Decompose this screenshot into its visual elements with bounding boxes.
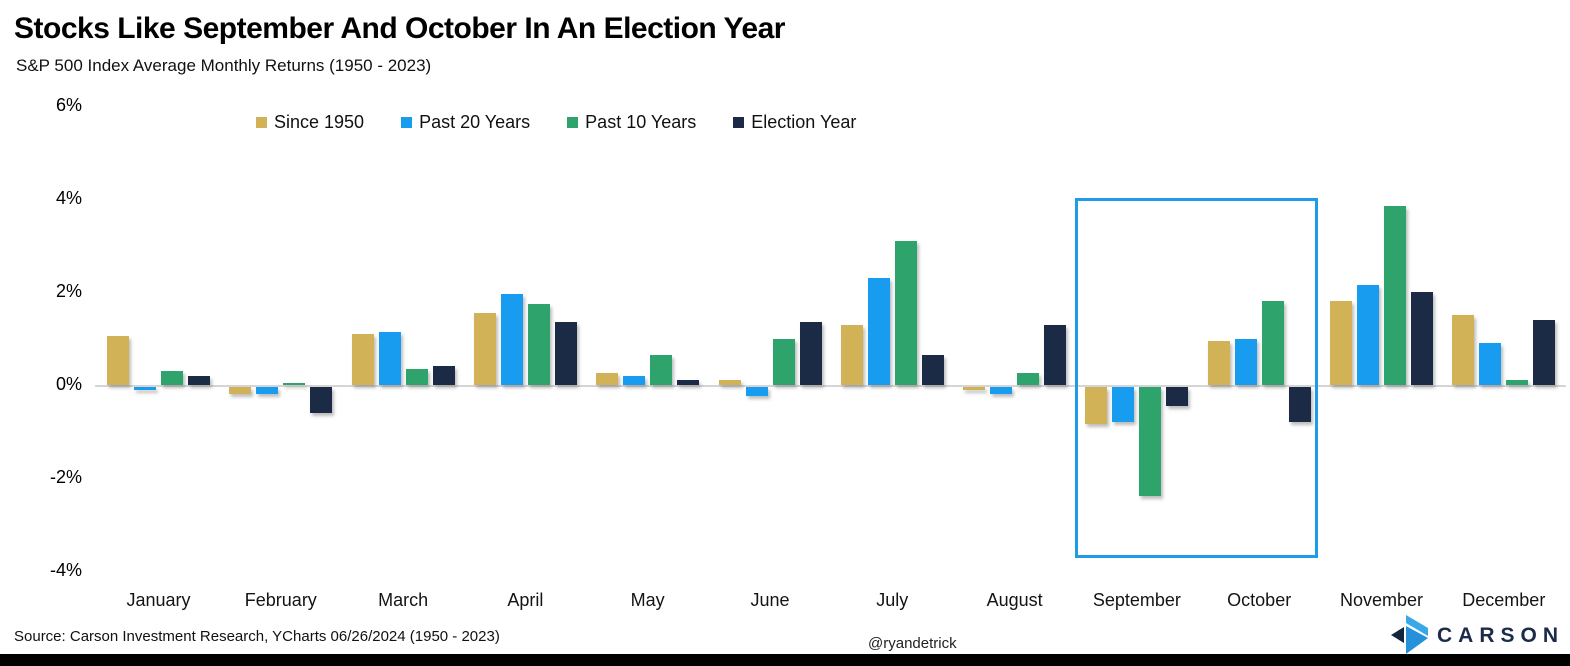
bar-past-20-years-february — [256, 387, 279, 394]
bar-election-year-march — [432, 366, 455, 385]
bar-past-20-years-june — [745, 387, 768, 397]
x-axis-label-november: November — [1339, 590, 1424, 610]
bar-election-year-january — [188, 375, 210, 385]
x-axis-label-june: June — [750, 590, 790, 610]
bar-past-10-years-november — [1384, 205, 1406, 385]
bar-past-20-years-march — [378, 331, 401, 385]
legend-swatch-icon — [733, 116, 745, 128]
source-text: Source: Carson Investment Research, YCha… — [14, 628, 500, 645]
bar-since-1950-april — [473, 312, 496, 385]
chart-legend: Since 1950 Past 20 Years Past 10 Years Elec… — [256, 111, 856, 133]
bar-since-1950-january — [107, 336, 129, 385]
x-axis-label-december: December — [1462, 590, 1546, 610]
bar-past-10-years-august — [1017, 373, 1040, 385]
zero-axis-line — [95, 385, 1566, 387]
x-axis-label-january: January — [126, 590, 191, 610]
legend-swatch-icon — [401, 116, 413, 128]
x-axis-label-september: September — [1092, 590, 1181, 610]
bar-past-10-years-january — [161, 371, 183, 385]
y-axis-tick-label: 2% — [55, 281, 82, 301]
bar-since-1950-september — [1085, 387, 1108, 425]
bar-past-20-years-december — [1479, 343, 1502, 385]
bar-election-year-october — [1288, 387, 1311, 422]
bar-past-20-years-october — [1234, 338, 1257, 385]
legend-label: Past 20 Years — [419, 111, 531, 132]
legend-label: Since 1950 — [274, 111, 365, 132]
legend-item-election-year: Election Year — [733, 112, 856, 133]
bar-past-20-years-august — [990, 387, 1013, 394]
legend-label: Past 10 Years — [585, 111, 697, 132]
legend-item-since-1950: Since 1950 — [256, 112, 364, 133]
carson-chevron-icon — [1391, 615, 1428, 654]
bar-since-1950-november — [1330, 301, 1352, 385]
bar-past-10-years-june — [772, 338, 795, 385]
legend-item-past-20-years: Past 20 Years — [401, 112, 530, 133]
bar-since-1950-december — [1452, 315, 1475, 385]
bar-past-20-years-may — [623, 375, 646, 385]
bar-election-year-may — [677, 380, 700, 385]
bottom-black-bar — [0, 654, 1570, 666]
bar-since-1950-march — [351, 333, 374, 385]
x-axis-label-july: July — [876, 590, 909, 610]
x-axis-label-august: August — [986, 590, 1043, 610]
legend-swatch-icon — [256, 116, 267, 128]
bar-election-year-november — [1411, 292, 1433, 385]
bar-past-10-years-april — [527, 303, 550, 385]
bar-election-year-april — [554, 322, 577, 385]
bar-since-1950-july — [840, 324, 863, 385]
legend-label: Election Year — [751, 111, 857, 132]
bar-election-year-august — [1044, 324, 1067, 385]
bar-past-20-years-april — [500, 294, 523, 385]
twitter-handle: @ryandetrick — [868, 635, 957, 652]
bar-past-10-years-september — [1139, 387, 1162, 497]
x-axis-label-february: February — [244, 590, 317, 610]
bar-past-20-years-january — [134, 387, 156, 390]
y-axis-tick-label: 6% — [55, 95, 82, 115]
bar-past-10-years-october — [1261, 301, 1284, 385]
bar-since-1950-february — [229, 387, 252, 394]
chart-subtitle: S&P 500 Index Average Monthly Returns (1… — [16, 56, 432, 75]
bar-past-10-years-march — [405, 368, 428, 385]
bar-past-10-years-february — [283, 382, 306, 385]
x-axis-label-october: October — [1227, 590, 1292, 610]
bar-since-1950-june — [718, 380, 741, 385]
y-axis-tick-label: -4% — [49, 560, 82, 580]
bar-election-year-july — [921, 354, 944, 385]
bar-election-year-september — [1166, 387, 1189, 406]
bar-since-1950-may — [596, 373, 619, 385]
y-axis-tick-label: 0% — [55, 374, 82, 394]
bar-past-20-years-november — [1357, 285, 1379, 385]
bar-past-20-years-july — [867, 278, 890, 385]
bar-election-year-june — [799, 322, 822, 385]
carson-wordmark: CARSON — [1437, 624, 1565, 647]
carson-logo: CARSON — [1391, 614, 1564, 658]
x-axis-label-may: May — [630, 590, 665, 610]
bar-past-10-years-december — [1506, 380, 1529, 385]
bar-since-1950-august — [963, 387, 986, 390]
bar-past-10-years-may — [650, 354, 673, 385]
legend-swatch-icon — [567, 116, 579, 128]
bar-election-year-december — [1533, 319, 1556, 385]
x-axis-label-april: April — [507, 590, 544, 610]
legend-item-past-10-years: Past 10 Years — [567, 112, 696, 133]
bar-election-year-february — [310, 387, 333, 413]
x-axis-label-march: March — [378, 590, 429, 610]
highlight-box-september-october — [1074, 198, 1319, 558]
bar-since-1950-october — [1207, 340, 1230, 385]
page-title: Stocks Like September And October In An … — [14, 12, 785, 45]
bar-past-20-years-september — [1112, 387, 1135, 422]
y-axis-tick-label: -2% — [49, 467, 82, 487]
bar-past-10-years-july — [894, 240, 917, 385]
y-axis-tick-label: 4% — [55, 188, 82, 208]
